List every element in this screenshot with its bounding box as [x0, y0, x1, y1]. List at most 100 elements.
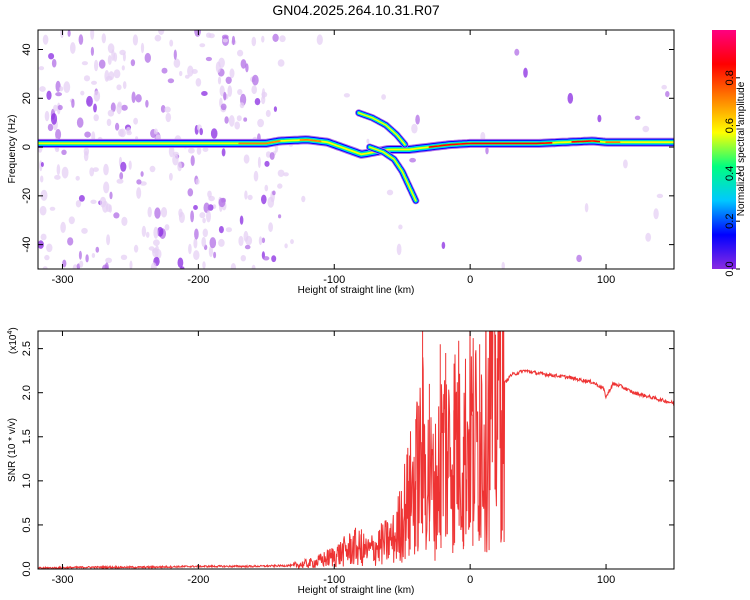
spectrogram-noise	[90, 46, 94, 57]
spectrogram-noise	[193, 250, 200, 261]
spectrogram-noise	[229, 68, 235, 79]
spectrogram-ridge-core	[428, 142, 553, 148]
spectrogram-noise	[218, 57, 225, 68]
spectrogram-noise	[47, 123, 54, 132]
spectrogram-noise	[251, 85, 257, 95]
spectrogram-noise	[227, 85, 233, 97]
spectrogram-noise	[268, 222, 273, 233]
spectrogram-noise	[230, 263, 236, 269]
spectrogram-frame	[37, 29, 675, 270]
spectrogram-noise	[91, 80, 97, 85]
spectrogram-noise	[113, 69, 121, 79]
spectrogram-noise	[169, 172, 173, 181]
spectrogram-noise	[262, 256, 270, 261]
spectrogram-noise	[164, 224, 170, 231]
spectrogram-noise	[57, 104, 63, 111]
spectrogram-noise	[131, 91, 136, 104]
spectrogram-noise	[173, 49, 177, 60]
spectrogram-noise	[93, 90, 101, 102]
spectrogram-noise	[95, 246, 100, 253]
spectrogram-x-label: Height of straight line (km)	[298, 285, 415, 296]
spectrogram-noise	[116, 178, 124, 184]
spectrogram-marks	[38, 30, 674, 269]
spectrogram-noise	[42, 266, 48, 269]
spectrogram-noise	[71, 98, 75, 108]
colorbar-tick-label: 0.4	[724, 166, 736, 181]
spectrogram-noise	[81, 227, 88, 234]
spectrogram-noise	[49, 206, 56, 211]
spectrogram-noise	[53, 104, 58, 112]
spectrogram-noise	[75, 175, 80, 181]
spectrogram-noise	[217, 76, 222, 85]
spectrogram-x-tick-label: -100	[323, 274, 345, 286]
snr-y-tick-label: 2.0	[21, 385, 33, 400]
spectrogram-noise	[164, 106, 171, 113]
spectrogram-noise	[290, 239, 294, 245]
spectrogram-noise	[98, 59, 106, 69]
spectrogram-ridge-core	[299, 139, 322, 143]
spectrogram-noise	[55, 92, 62, 97]
spectrogram-noise	[121, 104, 128, 111]
spectrogram-noise	[110, 102, 116, 113]
spectrogram-x-tick-label: 100	[597, 274, 615, 286]
spectrogram-noise	[576, 254, 582, 263]
spectrogram-noise	[180, 266, 185, 269]
snr-scale-exponent: 4	[7, 331, 14, 335]
spectrogram-noise	[140, 171, 144, 177]
spectrogram-noise	[84, 131, 91, 138]
spectrogram-noise	[145, 99, 149, 108]
spectrogram-noise	[208, 33, 215, 39]
spectrogram-noise	[221, 34, 229, 40]
spectrogram-x-tick-label: -200	[187, 274, 209, 286]
snr-frame	[37, 330, 675, 570]
spectrogram-noise	[237, 49, 244, 57]
colorbar-tick-label: 0.8	[724, 70, 736, 85]
spectrogram-noise	[201, 91, 208, 96]
spectrogram-noise	[253, 170, 259, 182]
spectrogram-noise	[316, 34, 323, 45]
spectrogram-noise	[133, 117, 139, 125]
spectrogram-noise	[130, 59, 136, 67]
spectrogram-noise	[254, 98, 261, 106]
spectrogram-noise	[251, 264, 256, 269]
spectrogram-noise	[103, 181, 110, 194]
spectrogram-x-ticks: -300 -200 -100 0 100	[51, 30, 615, 286]
spectrogram-noise	[271, 255, 277, 263]
spectrogram-noise	[264, 184, 269, 192]
spectrogram-noise	[149, 165, 156, 173]
spectrogram-noise	[60, 221, 66, 233]
spectrogram-noise	[218, 226, 224, 234]
spectrogram-noise	[653, 208, 659, 220]
spectrogram-noise	[237, 89, 243, 95]
spectrogram-noise	[272, 33, 279, 43]
spectrogram-noise	[115, 122, 120, 131]
spectrogram-noise	[301, 195, 306, 203]
snr-x-tick-label: 0	[467, 574, 473, 586]
spectrogram-noise	[136, 187, 142, 199]
spectrogram-noise	[120, 161, 127, 172]
spectrogram-noise	[225, 227, 232, 233]
spectrogram-ridge-core	[571, 140, 601, 143]
spectrogram-noise	[63, 81, 71, 93]
spectrogram-noise	[202, 217, 206, 224]
spectrogram-noise	[205, 56, 212, 62]
spectrogram-noise	[80, 90, 85, 96]
spectrogram-noise	[59, 86, 64, 92]
spectrogram-noise	[128, 160, 132, 170]
spectrogram-noise	[94, 59, 99, 72]
spectrogram-noise	[154, 207, 161, 219]
spectrogram-noise	[40, 162, 44, 167]
spectrogram-y-tick-label: 0	[21, 144, 33, 150]
spectrogram-noise	[172, 154, 179, 166]
spectrogram-noise	[261, 194, 267, 205]
spectrogram-noise	[129, 260, 133, 269]
spectrogram-noise	[251, 36, 257, 47]
spectrogram-noise	[398, 224, 403, 230]
spectrogram-noise	[173, 58, 181, 68]
spectrogram-noise	[190, 155, 195, 167]
spectrogram-noise	[106, 234, 111, 246]
colorbar-tick-label: 0.6	[724, 118, 736, 133]
spectrogram-noise	[278, 214, 282, 219]
spectrogram-noise	[157, 226, 164, 237]
spectrogram-noise	[113, 212, 120, 219]
